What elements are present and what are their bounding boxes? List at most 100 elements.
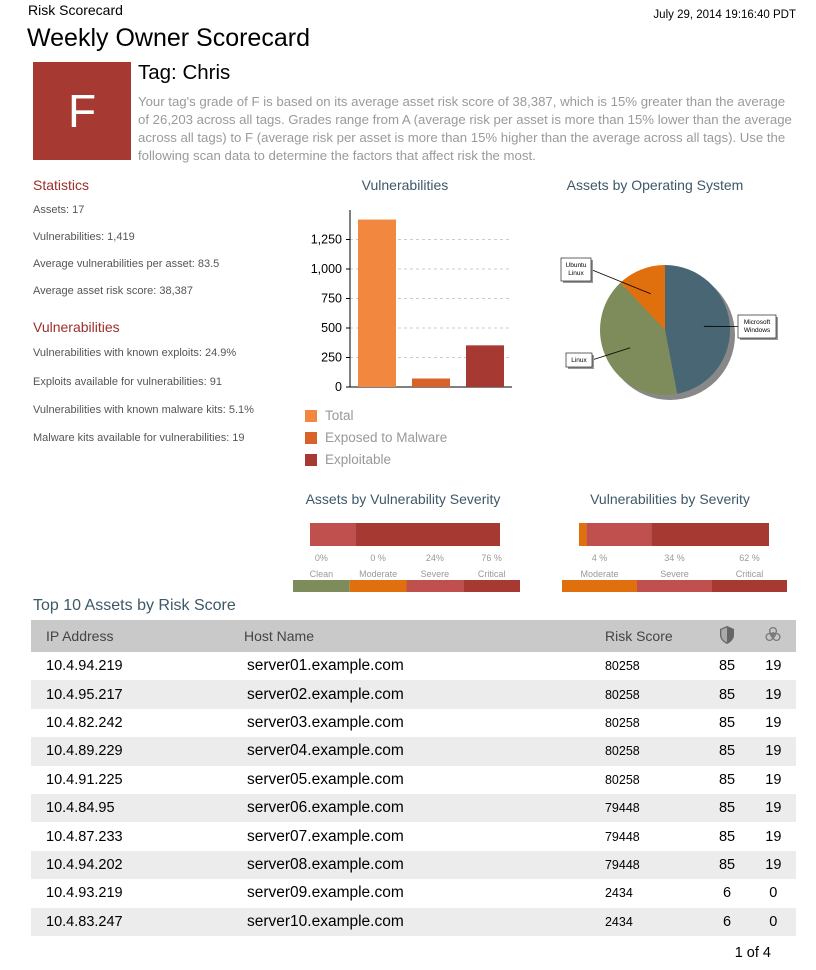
cell-exploits: 85 bbox=[703, 850, 751, 880]
legend-swatch bbox=[305, 431, 317, 444]
y-tick-label: 500 bbox=[321, 321, 342, 335]
report-timestamp: July 29, 2014 19:16:40 PDT bbox=[653, 9, 796, 21]
cell-ip: 10.4.82.242 bbox=[46, 714, 123, 731]
severity-percent: 0% bbox=[315, 553, 328, 563]
cell-risk: 80258 bbox=[604, 659, 640, 674]
cell-exploits: 6 bbox=[703, 907, 751, 936]
cell-ip: 10.4.83.247 bbox=[31, 907, 244, 936]
cell-exploits: 85 bbox=[703, 793, 751, 823]
table-header-row: IP Address Host Name Risk Score bbox=[31, 620, 796, 652]
cell-host: server05.example.com bbox=[246, 770, 404, 788]
cell-host: server06.example.com bbox=[243, 793, 605, 823]
stat-avg-vulns: Average vulnerabilities per asset: 83.5 bbox=[33, 258, 220, 270]
severity-swatch-severe bbox=[406, 580, 464, 592]
severity-label: Critical bbox=[736, 569, 764, 579]
page-number: 1 of 4 bbox=[734, 945, 771, 961]
cell-ip: 10.4.94.202 bbox=[31, 850, 244, 880]
severity-percent: 0 % bbox=[370, 553, 386, 563]
severity-percent: 62 % bbox=[739, 553, 760, 563]
severity-swatch-critical bbox=[463, 580, 520, 592]
tag-description: Your tag's grade of F is based on its av… bbox=[138, 94, 792, 163]
cell-host: server02.example.com bbox=[243, 680, 605, 709]
top-assets-table: IP Address Host Name Risk Score bbox=[31, 620, 796, 936]
table-row: 10.4.83.247 server10.example.com 2434 6 0 bbox=[31, 907, 796, 936]
statistics-heading: Statistics bbox=[33, 177, 90, 193]
cell-host: server10.example.com bbox=[243, 907, 605, 936]
stat-vulnerabilities: Vulnerabilities: 1,419 bbox=[33, 231, 135, 243]
pie-label-box bbox=[560, 257, 592, 282]
grade-badge: F bbox=[33, 62, 131, 160]
asset-severity-chart: 0% Clean 0 % Moderate 24% Severe 76 % Critical bbox=[293, 523, 520, 592]
severity-label: Moderate bbox=[359, 569, 397, 579]
bar-exploitable bbox=[466, 345, 504, 387]
vuln-severity-chart: 4 % Moderate 34 % Severe 62 % Critical bbox=[562, 523, 787, 592]
pie-leader-line bbox=[591, 347, 631, 361]
stat-exploits-available: Exploits available for vulnerabilities: … bbox=[33, 376, 222, 388]
cell-ip: 10.4.91.225 bbox=[46, 771, 123, 788]
cell-ip: 10.4.94.219 bbox=[46, 658, 123, 675]
table-row: 10.4.87.233 server07.example.com 79448 85 19 bbox=[31, 822, 796, 850]
severity-label: Severe bbox=[660, 569, 689, 579]
table-row: 10.4.94.202 server08.example.com 79448 85 19 bbox=[31, 850, 796, 880]
col-malware bbox=[750, 620, 796, 652]
cell-ip: 10.4.87.233 bbox=[46, 828, 123, 845]
cell-risk: 2434 bbox=[604, 886, 633, 901]
cell-exploits: 85 bbox=[718, 658, 736, 675]
cell-exploits: 85 bbox=[703, 680, 751, 709]
tag-title: Tag: Chris bbox=[138, 61, 231, 84]
y-tick-label: 0 bbox=[335, 380, 342, 394]
asset-severity-title: Assets by Vulnerability Severity bbox=[305, 491, 501, 507]
severity-percent: 76 % bbox=[481, 553, 502, 563]
cell-risk: 79448 bbox=[604, 829, 640, 844]
cell-malware: 19 bbox=[750, 680, 796, 709]
cell-risk: 2434 bbox=[604, 907, 704, 936]
severity-swatch-moderate bbox=[562, 580, 637, 592]
stat-malware-kits: Vulnerabilities with known malware kits:… bbox=[33, 404, 254, 416]
table-row: 10.4.93.219 server09.example.com 2434 6 0 bbox=[31, 879, 796, 907]
pie-label-box bbox=[565, 352, 593, 368]
col-exploits bbox=[703, 620, 751, 652]
segment-moderate bbox=[579, 523, 587, 546]
stat-assets: Assets: 17 bbox=[33, 204, 85, 216]
pie-label-box bbox=[737, 314, 777, 339]
cell-host: server04.example.com bbox=[243, 737, 605, 766]
table-row: 10.4.82.242 server03.example.com 80258 85 19 bbox=[31, 709, 796, 737]
pie-label: Ubuntu Linux bbox=[566, 262, 587, 277]
legend-label: Total bbox=[325, 408, 354, 423]
severity-percent: 4 % bbox=[592, 553, 608, 563]
cell-risk: 79448 bbox=[604, 850, 704, 880]
vulnerabilities-bar-chart: 0 250 500 750 1,000 1,250 bbox=[311, 210, 512, 394]
report-name: Risk Scorecard bbox=[28, 2, 123, 18]
legend-label: Exploitable bbox=[325, 452, 392, 467]
legend-swatch bbox=[305, 453, 317, 466]
severity-swatch-severe bbox=[637, 580, 712, 592]
severity-label: Critical bbox=[478, 569, 506, 579]
cell-malware: 19 bbox=[750, 793, 796, 823]
segment-critical bbox=[355, 523, 500, 546]
cell-exploits: 6 bbox=[723, 885, 732, 902]
y-tick-label: 250 bbox=[321, 351, 342, 365]
pie-leader-line bbox=[590, 269, 651, 295]
cell-risk: 79448 bbox=[604, 793, 704, 823]
shield-icon bbox=[720, 625, 735, 644]
cell-malware: 19 bbox=[765, 828, 782, 845]
table-row: 10.4.89.229 server04.example.com 80258 85 19 bbox=[31, 737, 796, 766]
cell-risk: 80258 bbox=[604, 772, 640, 787]
bar-total bbox=[358, 219, 396, 387]
cell-host: server01.example.com bbox=[246, 657, 404, 675]
cell-malware: 19 bbox=[765, 771, 782, 788]
cell-malware: 0 bbox=[750, 907, 796, 936]
cell-malware: 19 bbox=[765, 714, 782, 731]
bar-exposed-to-malware bbox=[412, 378, 450, 387]
stat-avg-risk: Average asset risk score: 38,387 bbox=[33, 285, 193, 297]
pie-slice-ubuntu-linux bbox=[620, 265, 665, 330]
segment-severe bbox=[586, 523, 652, 546]
cell-malware: 0 bbox=[769, 885, 778, 902]
severity-percent: 34 % bbox=[664, 553, 685, 563]
cell-malware: 19 bbox=[750, 737, 796, 766]
pie-slice-microsoft-windows bbox=[665, 265, 731, 394]
legend-item: Exploitable bbox=[305, 452, 447, 467]
cell-ip: 10.4.93.219 bbox=[46, 885, 123, 902]
pie-label: Linux bbox=[571, 357, 587, 364]
pie-label: Microsoft Windows bbox=[744, 319, 771, 334]
